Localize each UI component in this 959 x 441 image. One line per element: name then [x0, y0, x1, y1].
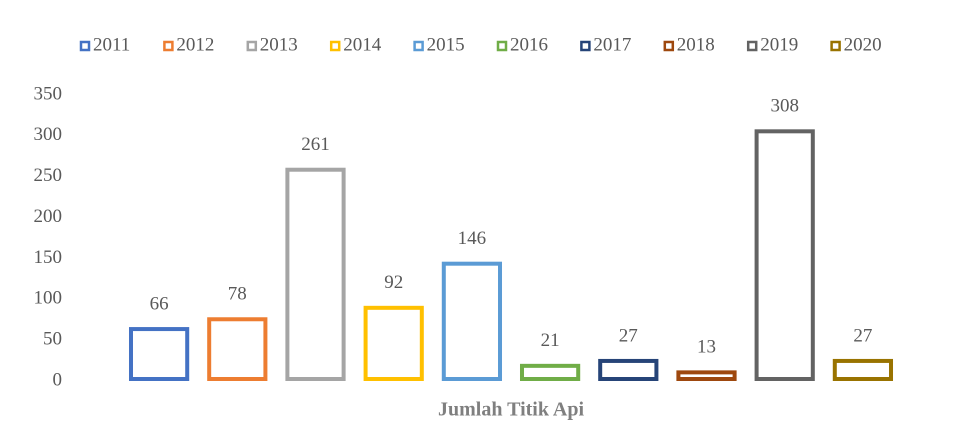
- legend-label: 2019: [760, 34, 798, 55]
- y-tick-label: 150: [34, 247, 63, 268]
- legend-marker: [248, 42, 256, 50]
- legend-label: 2012: [176, 34, 214, 55]
- legend-label: 2018: [677, 34, 715, 55]
- legend-label: 2016: [510, 34, 548, 55]
- legend-marker: [81, 42, 89, 50]
- value-label: 78: [228, 284, 247, 305]
- legend-marker: [832, 42, 840, 50]
- legend-label: 2013: [260, 34, 298, 55]
- y-tick-label: 300: [34, 124, 63, 145]
- value-label: 21: [541, 330, 560, 351]
- value-label: 27: [853, 325, 872, 346]
- bar: [131, 329, 187, 379]
- legend-label: 2020: [844, 34, 882, 55]
- value-label: 146: [458, 228, 487, 249]
- y-tick-label: 50: [43, 329, 62, 350]
- y-tick-label: 250: [34, 165, 63, 186]
- y-tick-label: 0: [53, 369, 63, 390]
- y-tick-label: 350: [34, 83, 63, 104]
- legend-marker: [498, 42, 506, 50]
- y-tick-label: 100: [34, 288, 63, 309]
- legend-label: 2015: [427, 34, 465, 55]
- bar: [287, 170, 343, 379]
- bar: [444, 264, 500, 379]
- bar: [209, 319, 265, 379]
- value-label: 27: [619, 325, 638, 346]
- legend-marker: [665, 42, 673, 50]
- chart: 0 50 100 150 200 250 300 350 2011 2012 2013 2014 201…: [0, 0, 959, 441]
- value-label: 13: [697, 337, 716, 358]
- bar: [522, 366, 578, 379]
- legend-marker: [164, 42, 172, 50]
- y-tick-label: 200: [34, 206, 63, 227]
- bar: [678, 372, 734, 379]
- bar: [757, 131, 813, 379]
- legend-marker: [748, 42, 756, 50]
- value-label: 92: [384, 272, 403, 293]
- bar: [366, 308, 422, 379]
- legend-marker: [331, 42, 339, 50]
- legend-label: 2014: [343, 34, 382, 55]
- bar: [600, 361, 656, 379]
- legend-marker: [415, 42, 423, 50]
- value-label: 66: [150, 293, 169, 314]
- value-label: 261: [301, 134, 330, 155]
- value-label: 308: [770, 96, 799, 117]
- legend-marker: [581, 42, 589, 50]
- legend-label: 2017: [593, 34, 631, 55]
- bar: [835, 361, 891, 379]
- legend-label: 2011: [93, 34, 130, 55]
- x-category-label: Jumlah Titik Api: [438, 399, 584, 421]
